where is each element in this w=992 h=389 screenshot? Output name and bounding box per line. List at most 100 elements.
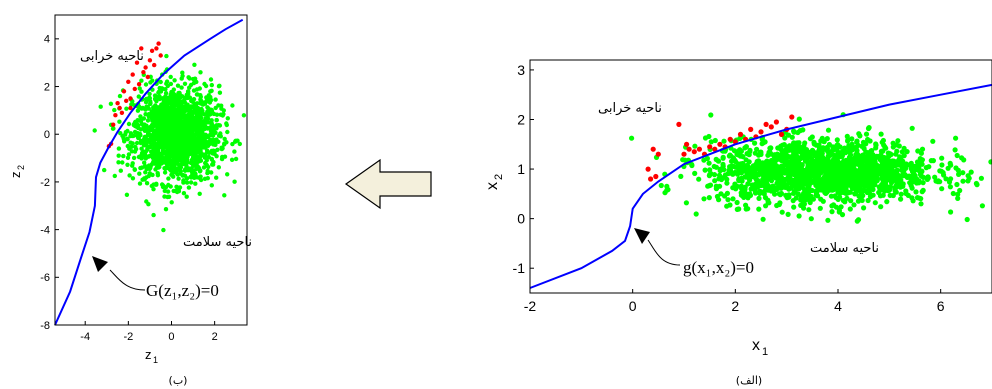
safe-point [152,96,158,102]
safe-point [851,173,857,179]
safe-point [954,152,960,159]
safe-point [935,178,941,184]
safe-point [183,142,188,147]
failure-points-series [645,114,795,182]
safe-point [125,162,130,167]
safe-point [135,118,140,123]
y-tick-label: -1 [513,260,526,276]
safe-point [823,189,830,195]
safe-point [978,175,985,181]
safe-point [849,136,855,142]
failure-point [712,146,718,152]
safe-point [165,121,171,126]
safe-point [883,145,889,151]
failure-point [778,131,785,137]
safe-point [145,118,151,123]
safe-point [116,153,121,158]
safe-point [736,178,742,184]
safe-point [720,163,726,169]
x-tick-label: 2 [731,298,739,314]
safe-point [161,227,166,233]
safe-point [131,133,137,138]
safe-point [118,131,123,136]
failure-point [645,166,651,172]
safe-point [797,162,804,168]
safe-point [808,170,814,176]
safe-point [801,143,807,149]
safe-point [207,100,213,105]
safe-point [214,175,219,180]
safe-point [143,100,149,105]
y-tick-label: -6 [40,272,50,284]
svg-text:z: z [145,347,152,362]
safe-point [166,162,171,167]
safe-point [163,99,169,105]
failure-point [650,146,656,152]
safe-point [890,170,896,176]
safe-point [795,169,801,175]
y-axis-ticks: -1 0 1 2 3 [513,62,534,276]
failure-point [727,136,733,142]
safe-point [216,103,221,108]
safe-point [785,211,791,217]
safe-point [773,157,779,163]
safe-point [752,190,759,196]
plot-frame [54,14,248,326]
safe-point [125,155,131,160]
safe-point [919,169,925,175]
safe-point [214,118,219,123]
safe-point [190,125,196,130]
safe-point [724,176,730,182]
safe-point [808,187,814,194]
safe-point [206,139,212,144]
safe-point [716,172,723,178]
safe-point [831,184,837,190]
safe-point [176,187,181,192]
failure-point [748,126,754,132]
safe-point [112,173,118,179]
safe-point [222,193,227,198]
safe-point [737,153,744,159]
safe-point [706,160,712,166]
safe-point [744,162,750,168]
safe-point [947,160,953,166]
safe-point [702,167,708,173]
safe-point [819,159,825,166]
safe-point [174,167,179,172]
safe-point [151,150,157,155]
safe-point [139,106,144,111]
safe-point [144,123,149,128]
safe-point [174,149,179,155]
safe-point [964,216,970,223]
safe-point [743,206,749,212]
pointer-arrowhead [634,228,650,244]
safe-point [716,197,722,203]
safe-point [864,161,870,168]
safe-point [208,132,214,138]
safe-point [730,196,736,202]
safe-point [219,106,224,111]
x-axis-ticks: -4 -2 0 2 [80,321,218,343]
safe-point [765,161,771,167]
safe-point [139,121,145,127]
safe-point [854,218,860,224]
safe-point [164,79,170,84]
safe-point [206,154,211,160]
safe-point [235,138,240,143]
safe-point [170,170,176,175]
safe-point [953,135,959,141]
safe-point [170,154,176,159]
safe-point [737,135,743,141]
safe-point [180,70,185,75]
safe-point [756,195,762,201]
safe-point [748,186,754,192]
safe-point [711,172,718,178]
safe-point [760,176,766,182]
safe-point [167,105,173,111]
safe-point [658,182,664,189]
safe-point [956,171,962,177]
safe-point [842,145,848,151]
safe-point [889,178,895,184]
safe-point [701,196,707,202]
safe-point [812,174,818,180]
